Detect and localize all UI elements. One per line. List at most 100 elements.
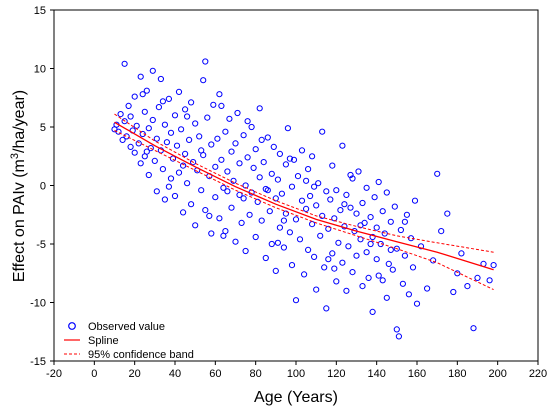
data-point xyxy=(411,197,419,204)
x-tick-label: 160 xyxy=(408,368,426,380)
data-point xyxy=(367,240,374,248)
y-tick-label: -10 xyxy=(30,298,46,310)
legend-marker-observed xyxy=(68,322,76,330)
data-point xyxy=(264,187,271,194)
data-point xyxy=(218,102,225,110)
data-point xyxy=(329,162,336,169)
data-point xyxy=(234,109,241,117)
data-point xyxy=(258,217,265,224)
data-point xyxy=(309,153,316,160)
data-point xyxy=(135,140,142,147)
confidence-band-upper xyxy=(114,113,494,253)
x-tick-label: 140 xyxy=(367,368,385,380)
data-point xyxy=(188,201,195,208)
data-point xyxy=(319,128,326,135)
data-point xyxy=(192,120,199,127)
data-point xyxy=(327,196,334,203)
data-point xyxy=(403,211,410,218)
data-point xyxy=(272,267,279,274)
y-tick-label: -5 xyxy=(36,239,46,251)
data-point xyxy=(178,126,185,133)
data-point xyxy=(153,188,160,195)
data-point xyxy=(357,222,364,229)
data-point xyxy=(175,88,183,96)
data-point xyxy=(401,218,408,225)
data-point xyxy=(339,259,346,266)
data-point xyxy=(349,269,356,276)
data-point xyxy=(355,168,362,175)
data-point xyxy=(204,114,211,121)
data-point xyxy=(198,187,205,194)
data-point xyxy=(325,256,332,263)
data-point xyxy=(252,233,259,241)
data-point xyxy=(298,197,306,204)
data-point xyxy=(250,164,257,171)
data-point xyxy=(244,118,251,125)
data-point xyxy=(236,160,243,167)
data-point xyxy=(262,254,269,262)
confidence-band-lower xyxy=(114,130,494,291)
data-point xyxy=(224,168,231,175)
y-axis-title-tail: /ha/year) xyxy=(11,90,28,153)
data-point xyxy=(202,58,209,65)
lines-layer xyxy=(114,113,494,291)
data-point xyxy=(417,243,425,250)
data-point xyxy=(145,125,152,132)
data-point xyxy=(165,183,172,190)
x-tick-label: 120 xyxy=(327,368,345,380)
data-point xyxy=(272,195,279,202)
data-point xyxy=(298,147,306,154)
data-point xyxy=(188,99,195,106)
data-point xyxy=(284,125,291,132)
data-point xyxy=(397,226,404,234)
x-axis-ticks: -20 0 20 40 60 80 100 120 140 160 180 200 220 xyxy=(46,361,547,380)
data-point xyxy=(311,183,318,190)
data-point xyxy=(232,140,239,147)
x-tick-label: 80 xyxy=(250,368,262,380)
data-point xyxy=(369,233,376,241)
data-point xyxy=(357,236,364,243)
data-point xyxy=(363,249,370,256)
data-point xyxy=(182,106,189,113)
data-point xyxy=(210,101,217,108)
data-point xyxy=(206,212,213,219)
data-point xyxy=(333,278,340,285)
data-point xyxy=(363,184,370,191)
data-point xyxy=(214,135,221,142)
data-point xyxy=(359,283,366,290)
data-point xyxy=(315,180,322,187)
x-tick-label: 60 xyxy=(209,368,221,380)
data-point xyxy=(317,232,324,239)
data-point xyxy=(375,178,382,186)
x-tick-label: 200 xyxy=(488,368,506,380)
data-point xyxy=(270,143,277,150)
y-axis-ticks: -15 -10 -5 0 5 10 15 xyxy=(30,5,54,368)
data-point xyxy=(307,192,314,200)
data-point xyxy=(232,238,239,245)
data-point xyxy=(282,210,289,217)
data-point xyxy=(454,270,461,277)
data-point xyxy=(180,209,187,216)
data-point xyxy=(127,143,134,150)
data-point xyxy=(212,194,219,201)
data-point xyxy=(244,154,251,161)
data-point xyxy=(339,142,346,149)
data-point xyxy=(276,224,283,231)
data-point xyxy=(280,217,287,224)
data-point xyxy=(264,134,271,141)
data-point xyxy=(256,174,263,181)
data-point xyxy=(224,188,231,195)
data-point xyxy=(345,243,352,250)
data-point xyxy=(381,230,388,237)
data-point xyxy=(200,77,207,84)
data-point xyxy=(391,203,398,210)
data-point xyxy=(294,173,302,180)
data-point xyxy=(242,247,249,255)
data-point xyxy=(450,288,457,296)
data-point xyxy=(165,95,172,103)
data-point xyxy=(405,291,412,298)
data-point xyxy=(252,146,259,153)
data-point xyxy=(393,245,400,252)
data-point xyxy=(167,175,175,182)
data-point xyxy=(387,218,394,225)
